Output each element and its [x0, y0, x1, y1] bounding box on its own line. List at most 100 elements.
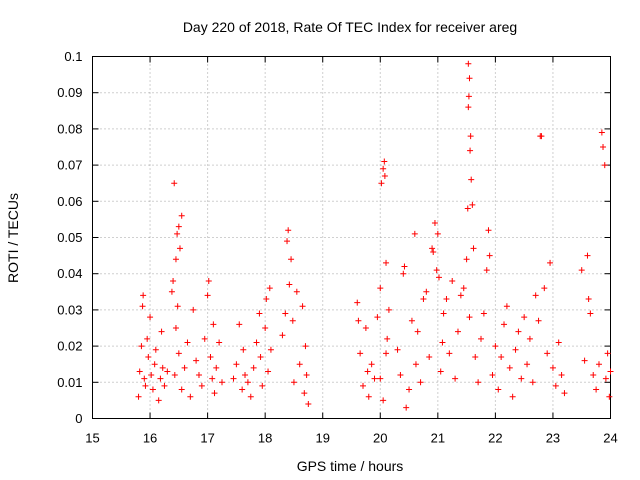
data-point — [136, 368, 143, 375]
data-point — [381, 172, 388, 179]
x-tick-label: 21 — [431, 431, 445, 446]
data-point — [430, 248, 437, 255]
data-point — [518, 375, 525, 382]
data-point — [239, 386, 246, 393]
data-point — [164, 368, 171, 375]
data-point — [385, 306, 392, 313]
data-point — [210, 321, 217, 328]
axis-ticks — [92, 56, 611, 419]
data-point — [198, 382, 205, 389]
x-tick-label: 17 — [200, 431, 214, 446]
data-point — [420, 296, 427, 303]
data-point — [463, 256, 470, 263]
data-point — [282, 310, 289, 317]
data-point — [587, 310, 594, 317]
data-point — [140, 292, 147, 299]
data-point — [414, 328, 421, 335]
y-tick-label: 0.08 — [57, 121, 82, 136]
data-point — [601, 162, 608, 169]
data-point — [253, 339, 260, 346]
data-point — [256, 310, 263, 317]
data-point — [184, 339, 191, 346]
data-points — [135, 60, 614, 411]
data-point — [233, 361, 240, 368]
data-point — [364, 368, 371, 375]
data-point — [606, 393, 613, 400]
data-point — [187, 393, 194, 400]
data-point — [141, 375, 148, 382]
data-point — [362, 325, 369, 331]
data-point — [365, 393, 372, 400]
data-point — [437, 368, 444, 375]
data-point — [244, 379, 251, 386]
data-point — [454, 328, 461, 335]
data-point — [299, 303, 306, 310]
data-point — [401, 263, 408, 270]
data-point — [288, 256, 295, 263]
data-point — [607, 368, 614, 375]
data-point — [263, 296, 270, 303]
data-point — [247, 393, 254, 400]
data-point — [521, 314, 528, 321]
y-tick-label: 0.1 — [64, 49, 82, 64]
data-point — [205, 277, 212, 284]
data-point — [600, 144, 607, 150]
x-tick-label: 22 — [488, 431, 502, 446]
data-point — [161, 382, 168, 389]
data-point — [305, 401, 312, 408]
data-point — [371, 375, 378, 382]
data-point — [581, 357, 588, 364]
data-point — [155, 397, 162, 404]
data-point — [558, 372, 565, 379]
data-point — [434, 230, 441, 237]
data-point — [138, 343, 145, 350]
data-point — [172, 325, 179, 331]
data-point — [157, 375, 164, 382]
data-point — [190, 306, 197, 313]
data-point — [555, 339, 562, 346]
x-axis-label: GPS time / hours — [297, 458, 404, 474]
x-tick-label: 16 — [143, 431, 157, 446]
data-point — [377, 285, 384, 292]
data-point — [147, 314, 154, 321]
data-point — [549, 364, 556, 371]
data-point — [397, 372, 404, 379]
data-point — [172, 256, 179, 263]
data-point — [219, 379, 225, 386]
data-point — [465, 93, 472, 100]
data-point — [426, 353, 433, 360]
data-point — [149, 386, 156, 393]
data-point — [159, 364, 166, 371]
data-point — [475, 379, 482, 386]
data-point — [211, 390, 218, 397]
data-point — [289, 317, 296, 324]
data-point — [181, 364, 188, 371]
data-point — [457, 292, 464, 299]
data-point — [506, 364, 513, 371]
y-tick-label: 0.04 — [57, 266, 82, 281]
x-tick-label: 15 — [85, 431, 99, 446]
data-point — [384, 335, 391, 342]
data-point — [492, 343, 499, 350]
data-point — [240, 346, 247, 353]
data-point — [380, 397, 387, 404]
data-point — [257, 353, 264, 360]
data-point — [148, 372, 155, 379]
x-tick-label: 18 — [258, 431, 272, 446]
data-point — [171, 180, 178, 187]
y-tick-label: 0.03 — [57, 302, 82, 317]
data-point — [209, 375, 216, 382]
data-point — [544, 350, 551, 357]
data-point — [193, 357, 200, 364]
data-point — [411, 230, 418, 237]
y-tick-label: 0.07 — [57, 158, 82, 173]
data-point — [433, 267, 440, 274]
data-point — [466, 75, 473, 82]
data-point — [267, 346, 274, 353]
data-point — [178, 386, 185, 393]
data-point — [168, 288, 175, 295]
data-point — [380, 165, 387, 172]
data-point — [403, 404, 410, 411]
data-point — [578, 267, 585, 274]
